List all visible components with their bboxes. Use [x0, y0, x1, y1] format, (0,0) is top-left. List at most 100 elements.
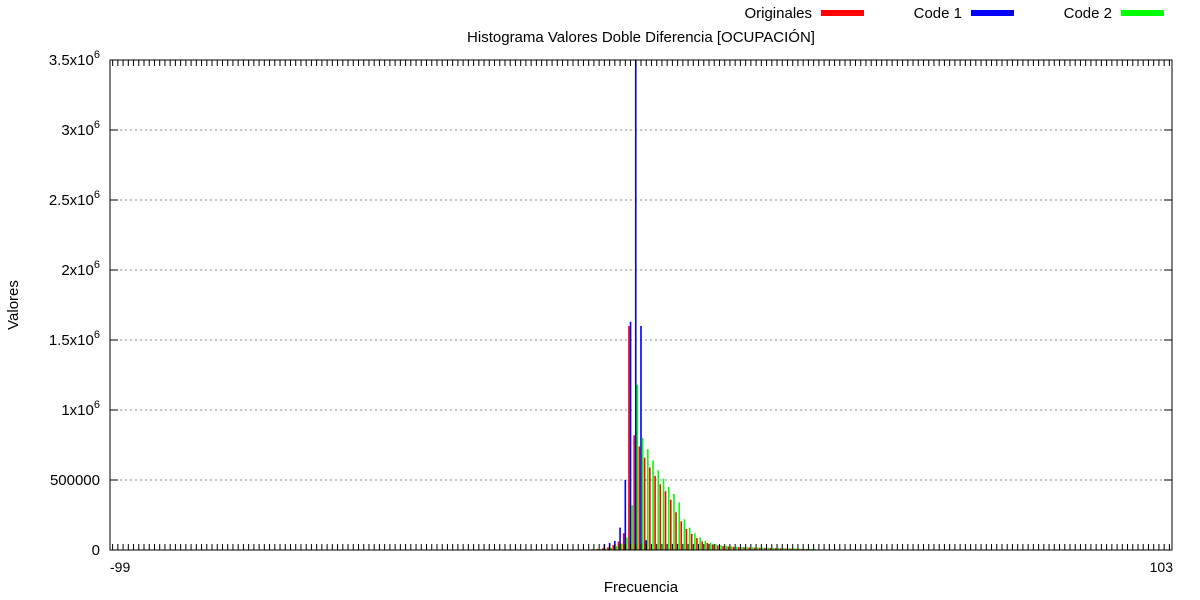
bar-originales	[638, 446, 641, 550]
bar-originales	[659, 484, 662, 550]
bar-code2	[694, 533, 696, 550]
bar-code2	[620, 543, 623, 550]
bar-originales	[717, 545, 719, 550]
bar-code2	[730, 546, 733, 550]
bar-originales	[696, 538, 698, 550]
bar-code2	[615, 546, 618, 550]
bar-code1	[634, 60, 637, 550]
bar-code2	[814, 548, 817, 550]
y-tick-label: 2.5x106	[49, 189, 100, 209]
bar-originales	[617, 541, 620, 550]
bar-code2	[746, 547, 749, 550]
bar-code2	[610, 547, 613, 550]
bar-code2	[626, 537, 628, 550]
bar-code2	[678, 502, 681, 550]
bar-originales	[795, 548, 798, 550]
y-tick-label: 2x106	[61, 259, 100, 279]
bar-code2	[793, 548, 796, 550]
bar-originales	[628, 326, 630, 550]
bar-code2	[667, 487, 670, 550]
bar-originales	[764, 547, 766, 550]
chart-title: Histograma Valores Doble Diferencia [OCU…	[467, 29, 815, 46]
legend-swatch-originales	[821, 10, 864, 16]
bar-originales	[690, 533, 693, 550]
bar-code1	[640, 326, 642, 550]
bar-code2	[709, 542, 712, 550]
bar-originales	[669, 499, 672, 550]
bar-code2	[756, 547, 759, 550]
bar-code2	[725, 545, 728, 550]
bar-originales	[748, 547, 751, 550]
bar-code2	[767, 547, 769, 550]
x-axis-label: Frecuencia	[604, 579, 679, 596]
bar-originales	[633, 435, 635, 550]
bar-code2	[798, 548, 801, 550]
bar-code2	[809, 548, 811, 550]
bar-code2	[699, 537, 701, 550]
legend-label-code2: Code 2	[1064, 5, 1112, 22]
bar-originales	[675, 512, 677, 550]
legend-swatch-code1	[971, 10, 1014, 16]
bar-originales	[622, 533, 625, 550]
bar-code2	[772, 547, 775, 550]
y-tick-label: 500000	[50, 472, 100, 489]
legend: Originales Code 1 Code 2	[744, 5, 1164, 22]
bar-code2	[683, 519, 686, 550]
bar-originales	[769, 548, 771, 550]
bar-originales	[727, 546, 730, 550]
bar-originales	[753, 547, 756, 550]
bar-originales	[758, 547, 761, 550]
bar-code2	[688, 527, 691, 550]
bar-originales	[649, 467, 651, 550]
y-tick-label: 0	[92, 542, 100, 559]
bar-originales	[790, 548, 792, 550]
bar-originales	[680, 521, 683, 550]
bar-originales	[743, 547, 745, 550]
bar-code2	[735, 546, 738, 550]
bar-originales	[711, 544, 714, 550]
x-tick-marks	[112, 60, 1170, 550]
y-tick-label: 1x106	[61, 399, 100, 419]
bar-originales	[664, 491, 667, 550]
bar-code2	[641, 438, 644, 550]
bar-code1	[629, 321, 632, 550]
bar-code2	[777, 547, 780, 550]
bar-code1	[624, 480, 627, 550]
y-tick-label: 3x106	[61, 119, 100, 139]
bar-code2	[631, 505, 633, 550]
bar-code2	[720, 545, 722, 550]
y-tick-label: 1.5x106	[49, 329, 100, 349]
bar-code2	[704, 540, 707, 550]
bar-code2	[636, 384, 639, 550]
legend-swatch-code2	[1121, 10, 1164, 16]
bar-originales	[800, 548, 803, 550]
x-tick-label-last: 103	[1150, 559, 1174, 575]
bar-code2	[803, 548, 806, 550]
bar-code2	[662, 478, 665, 550]
bar-originales	[732, 546, 735, 550]
bar-code2	[673, 494, 675, 550]
bar-originales	[601, 548, 604, 550]
bar-originales	[722, 546, 724, 550]
bar-originales	[774, 548, 777, 550]
bars-layer	[586, 60, 817, 550]
bar-code2	[788, 548, 790, 550]
bar-originales	[738, 547, 740, 550]
y-axis-label: Valores	[5, 280, 22, 330]
bar-code2	[652, 460, 654, 550]
bar-originales	[612, 545, 615, 550]
bar-originales	[607, 547, 609, 550]
x-axis-tick-labels: -99 103	[110, 559, 1173, 575]
bar-originales	[706, 543, 709, 550]
bar-code2	[715, 544, 717, 550]
bar-code2	[751, 547, 754, 550]
bar-code2	[647, 449, 649, 550]
bar-originales	[779, 548, 782, 550]
bar-originales	[685, 529, 688, 550]
bar-code2	[605, 548, 607, 550]
bar-code2	[762, 547, 764, 550]
x-tick-label-first: -99	[110, 559, 130, 575]
bar-code2	[741, 546, 743, 550]
bar-originales	[596, 548, 599, 550]
